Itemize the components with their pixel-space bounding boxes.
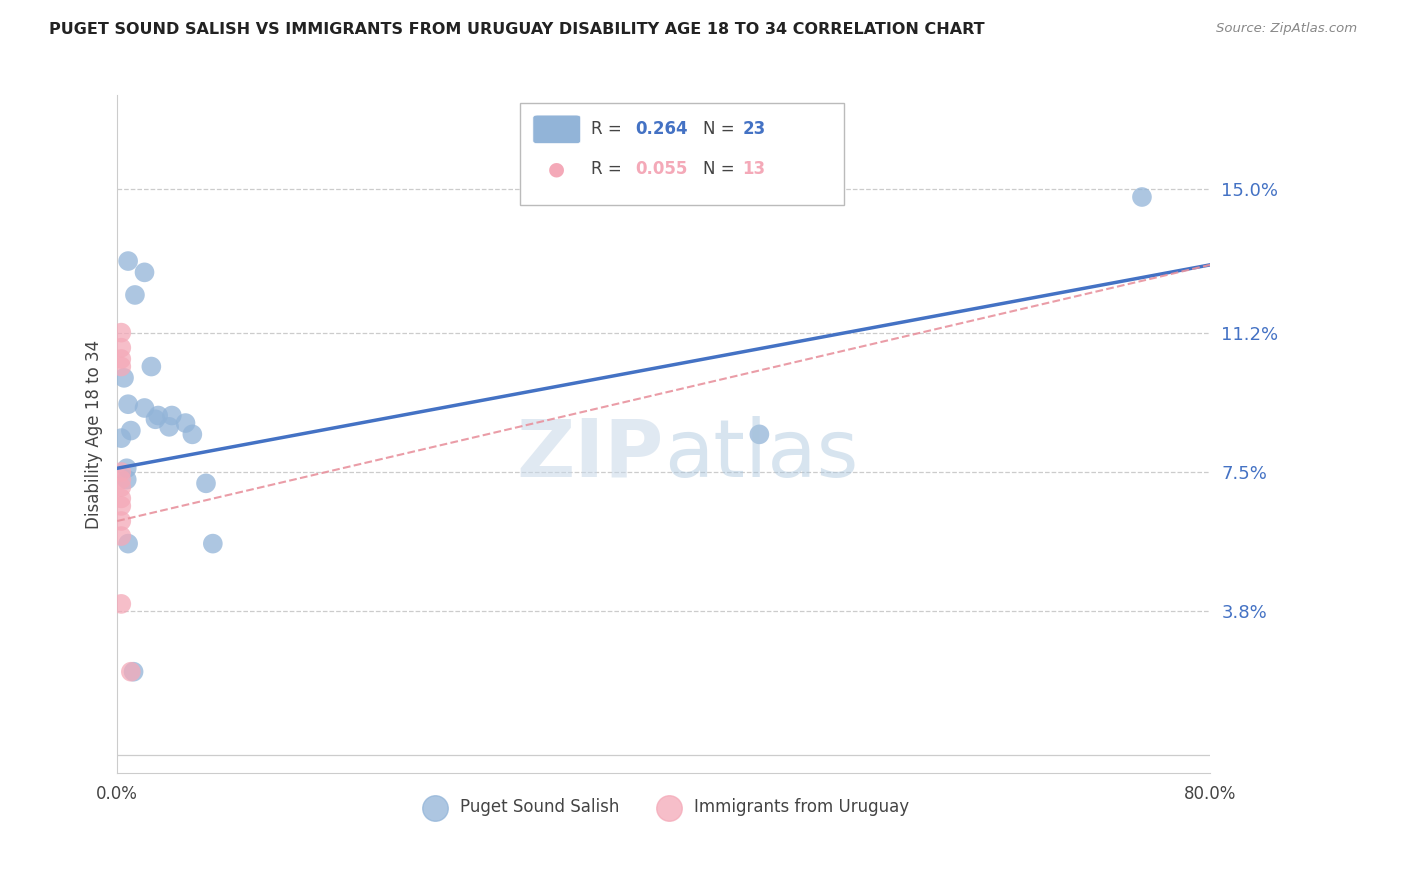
Point — [110, 491, 132, 506]
Point — [110, 529, 132, 543]
Point — [134, 401, 156, 415]
Point — [748, 427, 770, 442]
Text: ●: ● — [548, 120, 565, 139]
Point — [195, 476, 218, 491]
Text: R =: R = — [591, 120, 627, 138]
Point — [110, 514, 132, 528]
Point — [1130, 190, 1153, 204]
Text: atlas: atlas — [664, 416, 858, 493]
Point — [148, 409, 170, 423]
Text: 23: 23 — [742, 120, 766, 138]
Text: N =: N = — [703, 161, 740, 178]
Point — [181, 427, 204, 442]
Text: N =: N = — [703, 120, 740, 138]
Text: ●: ● — [548, 160, 565, 179]
Text: 0.264: 0.264 — [636, 120, 688, 138]
Text: PUGET SOUND SALISH VS IMMIGRANTS FROM URUGUAY DISABILITY AGE 18 TO 34 CORRELATIO: PUGET SOUND SALISH VS IMMIGRANTS FROM UR… — [49, 22, 984, 37]
Point — [117, 536, 139, 550]
Point — [174, 416, 197, 430]
Y-axis label: Disability Age 18 to 34: Disability Age 18 to 34 — [86, 340, 103, 529]
Point — [145, 412, 167, 426]
Point — [112, 371, 135, 385]
Point — [124, 288, 146, 302]
Point — [110, 326, 132, 340]
Point — [110, 341, 132, 355]
Point — [160, 409, 183, 423]
Point — [110, 473, 132, 487]
Point — [115, 461, 138, 475]
Text: Source: ZipAtlas.com: Source: ZipAtlas.com — [1216, 22, 1357, 36]
Point — [110, 351, 132, 366]
Text: 0.055: 0.055 — [636, 161, 688, 178]
Point — [110, 465, 132, 479]
Point — [122, 665, 145, 679]
Point — [110, 431, 132, 445]
Text: ZIP: ZIP — [516, 416, 664, 493]
Point — [117, 397, 139, 411]
Point — [134, 265, 156, 279]
Point — [120, 665, 142, 679]
Point — [115, 473, 138, 487]
Point — [117, 254, 139, 268]
Legend: Puget Sound Salish, Immigrants from Uruguay: Puget Sound Salish, Immigrants from Urug… — [412, 791, 915, 822]
Point — [141, 359, 163, 374]
Point — [110, 499, 132, 513]
Point — [110, 359, 132, 374]
Text: 13: 13 — [742, 161, 765, 178]
Point — [110, 597, 132, 611]
Point — [120, 424, 142, 438]
Point — [157, 419, 180, 434]
Text: R =: R = — [591, 161, 627, 178]
Point — [201, 536, 224, 550]
Point — [110, 480, 132, 494]
